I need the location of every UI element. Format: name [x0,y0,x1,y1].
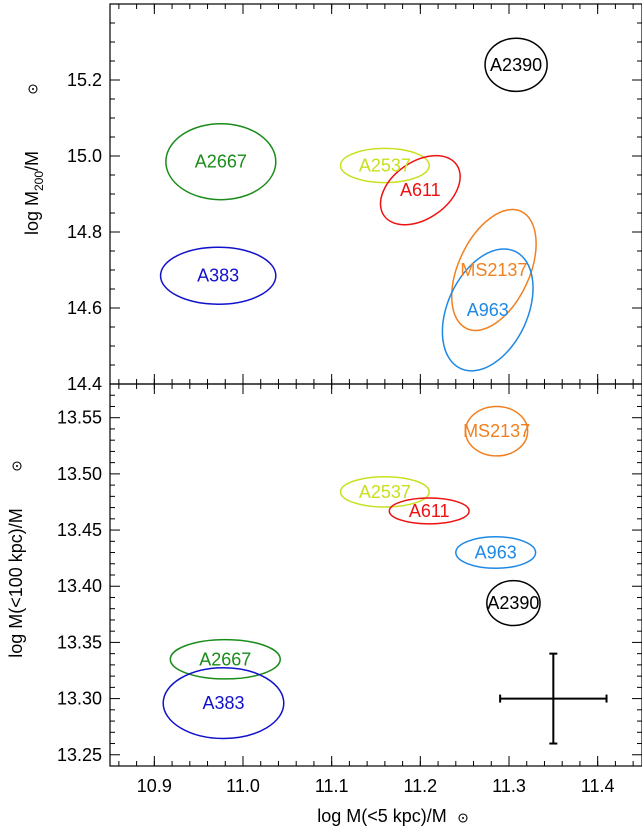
y-tick-label: 14.6 [67,298,102,318]
bottom-panel-ellipses [162,405,541,740]
top-y-axis-sun-symbol [28,84,38,94]
cluster-ellipse-ms2137 [451,208,537,332]
cluster-label-ms2137: MS2137 [460,260,527,280]
cluster-ellipse-a611 [388,497,470,525]
cluster-ellipse-a383 [162,666,285,740]
cluster-label-a383: A383 [202,693,244,713]
y-tick-label: 13.50 [57,464,102,484]
cluster-ellipse-a2537 [339,475,430,508]
y-tick-label: 13.35 [57,632,102,652]
cluster-ellipse-a611 [379,154,461,226]
y-tick-label: 13.45 [57,520,102,540]
cluster-ellipse-a2537 [339,147,430,184]
cluster-label-a611: A611 [400,180,441,200]
y-tick-label: 13.25 [57,745,102,765]
cluster-label-a2390: A2390 [490,55,542,75]
bottom-panel-frame [109,383,642,767]
cluster-ellipse-a963 [455,536,537,570]
cluster-label-a383: A383 [197,266,239,286]
cluster-label-ms2137: MS2137 [463,421,530,441]
cluster-ellipse-a383 [159,246,277,305]
cluster-label-a611: A611 [409,501,450,521]
top-y-axis-label: log M200/M [22,151,46,235]
y-tick-label: 14.4 [67,374,102,394]
x-tick-label: 11.1 [315,776,349,796]
top-panel-y-tick-labels: 14.4 14.6 14.8 15.0 15.2 [67,70,102,394]
cluster-ellipse-a2667 [169,638,281,680]
bottom-y-axis-label: log M(<100 kpc)/M [6,508,26,658]
y-tick-label: 15.2 [67,70,102,90]
cluster-label-a2537: A2537 [359,156,411,176]
y-tick-label: 13.55 [57,408,102,428]
y-tick-label: 13.30 [57,689,102,709]
y-tick-label: 15.0 [67,146,102,166]
cluster-label-a2667: A2667 [199,649,251,669]
cluster-label-a2537: A2537 [359,482,411,502]
bottom-panel-x-tick-labels: 10.9 11.0 11.1 11.2 11.3 11.4 [137,776,615,796]
x-axis-label: log M(<5 kpc)/M [317,806,447,826]
top-panel-cluster-labels: A2390 A2667 A2537 A611 A383 MS2137 A963 [195,55,542,320]
x-tick-label: 11.2 [403,776,437,796]
x-tick-label: 10.9 [137,776,172,796]
bottom-panel-ticks [110,383,642,767]
cluster-ellipse-a963 [441,248,534,372]
x-tick-label: 11.4 [581,776,615,796]
cluster-ellipse-a2390 [484,37,548,93]
y-tick-label: 13.40 [57,576,102,596]
x-tick-label: 11.3 [492,776,526,796]
y-tick-label: 14.8 [67,222,102,242]
cluster-ellipse-a2667 [165,122,277,201]
cluster-ellipse-ms2137 [464,405,529,457]
top-panel-frame [109,3,642,385]
x-axis-sun-symbol [458,813,468,823]
top-panel-ticks [110,3,642,385]
bottom-panel-y-tick-labels: 13.25 13.30 13.35 13.40 13.45 13.50 13.55 [57,408,102,765]
typical-error-bar [499,652,608,745]
cluster-ellipse-a2390 [486,579,541,627]
cluster-label-a2667: A2667 [195,152,247,172]
top-panel-ellipses [159,37,548,372]
cluster-label-a963: A963 [467,300,509,320]
x-tick-label: 11.0 [226,776,260,796]
cluster-label-a2390: A2390 [487,593,539,613]
bottom-y-axis-sun-symbol [12,461,22,471]
cluster-label-a963: A963 [475,543,517,563]
